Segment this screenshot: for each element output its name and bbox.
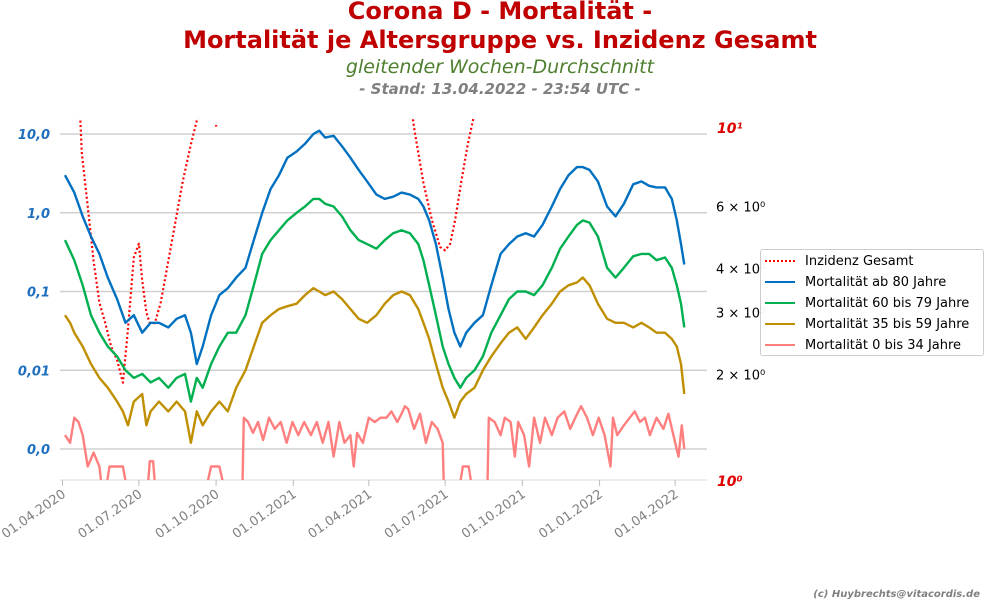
legend-label: Mortalität 0 bis 34 Jahre	[805, 337, 962, 353]
x-tick-label: 01.01.2022	[536, 487, 606, 542]
series-line	[411, 118, 475, 252]
series-group	[63, 118, 686, 480]
y-left-tick-label: 10,0	[18, 128, 50, 143]
series-line	[63, 197, 686, 403]
legend-swatch	[765, 323, 795, 325]
x-tick-label: 01.01.2021	[230, 487, 300, 542]
legend-item: Mortalität 60 bis 79 Jahre	[765, 293, 969, 313]
y-left-tick-label: 1,0	[27, 207, 50, 222]
legend-swatch	[765, 260, 795, 262]
y-right-minor-tick-label: 3 × 10⁰	[716, 307, 765, 322]
chart-subtitle: gleitender Wochen-Durchschnitt	[345, 56, 655, 78]
y-left-tick-label: 0,01	[18, 364, 50, 379]
x-tick-label: 01.04.2022	[612, 487, 682, 542]
y-right-minor-tick-label: 2 × 10⁰	[716, 369, 765, 384]
y-right-tick-label: 10⁰	[717, 474, 743, 490]
chart-date-stamp: - Stand: 13.04.2022 - 23:54 UTC -	[359, 80, 641, 98]
legend-swatch	[765, 344, 795, 346]
legend-swatch	[765, 281, 795, 283]
x-tick-label: 01.04.2020	[0, 487, 69, 542]
legend-label: Mortalität 60 bis 79 Jahre	[805, 295, 970, 311]
copyright-credit: (c) Huybrechts@vitacordis.de	[813, 589, 980, 600]
y-left-tick-label: 0,0	[27, 443, 50, 458]
x-tick-label: 01.07.2021	[382, 487, 452, 542]
legend-label: Inzidenz Gesamt	[805, 253, 914, 269]
legend-item: Mortalität 35 bis 59 Jahre	[765, 314, 969, 334]
legend-item: Mortalität 0 bis 34 Jahre	[765, 335, 961, 355]
y-right-minor-tick-label: 6 × 10⁰	[716, 200, 765, 215]
chart-legend: Inzidenz Gesamt Mortalität ab 80 Jahre Mor…	[760, 249, 984, 356]
y-left-tick-label: 0,1	[27, 286, 50, 301]
x-tick-label: 01.04.2021	[306, 487, 376, 542]
y-right-tick-label: 10¹	[717, 121, 743, 137]
chart-title-line2: Mortalität je Altersgruppe vs. Inzidenz …	[183, 26, 817, 54]
legend-item: Inzidenz Gesamt	[765, 251, 914, 271]
y-right-minor-tick-label: 4 × 10⁰	[716, 262, 765, 277]
series-line	[63, 405, 686, 480]
series-line	[79, 118, 199, 384]
legend-label: Mortalität 35 bis 59 Jahre	[805, 316, 970, 332]
x-tick-label: 01.10.2021	[459, 487, 529, 542]
chart-title-line1: Corona D - Mortalität -	[347, 0, 653, 25]
legend-label: Mortalität ab 80 Jahre	[805, 274, 947, 290]
series-line	[63, 129, 686, 366]
x-tick-label: 01.10.2020	[153, 487, 223, 542]
legend-item: Mortalität ab 80 Jahre	[765, 272, 946, 292]
legend-swatch	[765, 302, 795, 304]
x-tick-label: 01.07.2020	[76, 487, 146, 542]
series-line	[64, 276, 686, 444]
